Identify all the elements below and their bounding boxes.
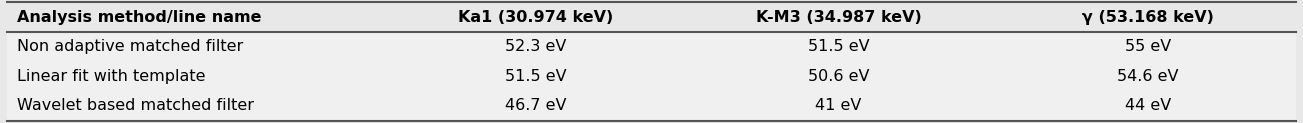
Bar (7, 32, 1296, 62)
Text: Linear fit with template: Linear fit with template (17, 69, 206, 84)
Text: Analysis method/line name: Analysis method/line name (17, 10, 262, 25)
Bar (7, 62, 1296, 91)
Text: 55 eV: 55 eV (1124, 39, 1171, 54)
Text: 52.3 eV: 52.3 eV (504, 39, 566, 54)
Text: Wavelet based matched filter: Wavelet based matched filter (17, 98, 254, 113)
Text: 51.5 eV: 51.5 eV (808, 39, 869, 54)
Text: Ka1 (30.974 keV): Ka1 (30.974 keV) (457, 10, 612, 25)
Text: K-M3 (34.987 keV): K-M3 (34.987 keV) (756, 10, 921, 25)
Text: 41 eV: 41 eV (816, 98, 861, 113)
Text: 54.6 eV: 54.6 eV (1118, 69, 1179, 84)
Text: 51.5 eV: 51.5 eV (504, 69, 567, 84)
Bar (7, 91, 1296, 121)
Text: 44 eV: 44 eV (1124, 98, 1171, 113)
Bar (7, 2, 1296, 32)
Text: γ (53.168 keV): γ (53.168 keV) (1083, 10, 1214, 25)
Text: Non adaptive matched filter: Non adaptive matched filter (17, 39, 244, 54)
Text: 50.6 eV: 50.6 eV (808, 69, 869, 84)
Text: 46.7 eV: 46.7 eV (504, 98, 566, 113)
